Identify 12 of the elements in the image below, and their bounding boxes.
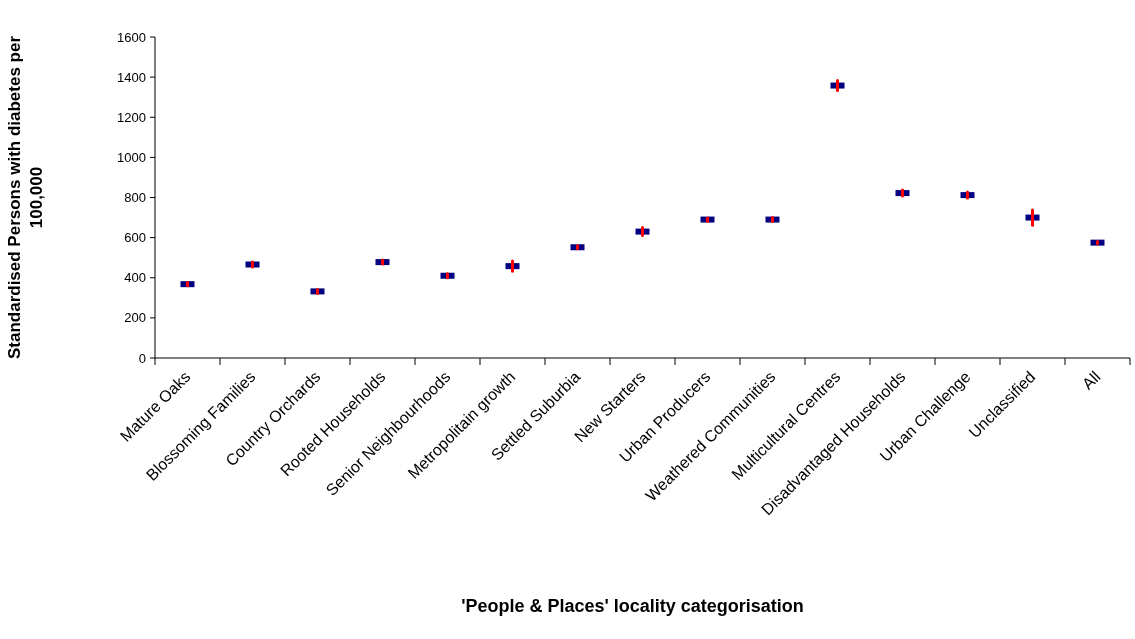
x-axis-title: 'People & Places' locality categorisation: [461, 596, 804, 616]
y-tick-label: 200: [124, 310, 146, 326]
y-tick-label: 1000: [117, 149, 146, 165]
y-tick-label: 0: [138, 350, 146, 366]
y-tick-label: 1400: [117, 69, 146, 85]
y-tick-label: 1200: [117, 109, 146, 125]
y-tick-label: 600: [124, 230, 146, 246]
x-tick-label: All: [1078, 368, 1104, 393]
y-axis-title: Standardised Persons with diabetes per 100,000: [5, 35, 46, 360]
y-tick-label: 400: [124, 270, 146, 286]
y-tick-label: 800: [124, 190, 146, 206]
y-tick-label: 1600: [117, 29, 146, 45]
